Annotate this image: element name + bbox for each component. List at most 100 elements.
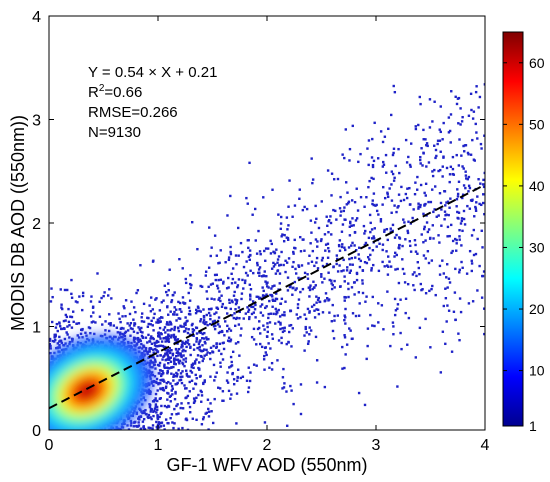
scatter-point bbox=[122, 327, 125, 330]
scatter-point bbox=[252, 363, 256, 366]
scatter-point bbox=[299, 235, 302, 239]
scatter-point bbox=[274, 322, 277, 325]
scatter-point bbox=[307, 340, 310, 343]
scatter-point bbox=[132, 339, 136, 342]
scatter-point bbox=[259, 311, 263, 314]
scatter-point bbox=[121, 315, 124, 318]
scatter-point bbox=[136, 289, 140, 292]
scatter-point bbox=[395, 210, 398, 214]
scatter-point bbox=[184, 357, 188, 360]
scatter-point bbox=[147, 350, 150, 353]
scatter-point bbox=[290, 389, 293, 392]
scatter-point bbox=[221, 341, 224, 345]
scatter-point bbox=[234, 298, 237, 301]
scatter-point bbox=[274, 272, 278, 275]
scatter-point bbox=[355, 271, 359, 275]
scatter-point bbox=[103, 291, 106, 294]
scatter-point bbox=[138, 338, 142, 341]
scatter-point bbox=[132, 330, 136, 333]
scatter-point bbox=[381, 248, 384, 252]
scatter-point bbox=[344, 322, 347, 325]
scatter-point bbox=[181, 362, 185, 366]
scatter-point bbox=[381, 140, 385, 144]
scatter-point bbox=[276, 269, 279, 273]
scatter-point bbox=[264, 280, 267, 283]
scatter-point bbox=[207, 266, 211, 269]
scatter-point bbox=[459, 107, 462, 110]
scatter-point bbox=[126, 329, 130, 332]
scatter-point bbox=[458, 297, 462, 300]
scatter-point bbox=[343, 318, 346, 322]
scatter-point bbox=[361, 269, 365, 272]
scatter-point bbox=[340, 245, 344, 249]
scatter-point bbox=[89, 315, 93, 318]
scatter-point bbox=[141, 336, 145, 339]
scatter-point bbox=[58, 325, 62, 328]
scatter-point bbox=[112, 324, 116, 327]
scatter-point bbox=[265, 335, 269, 338]
scatter-point bbox=[217, 316, 221, 319]
scatter-point bbox=[54, 334, 57, 338]
scatter-point bbox=[143, 350, 146, 353]
scatter-point bbox=[454, 237, 457, 241]
scatter-point bbox=[342, 209, 346, 213]
scatter-point bbox=[169, 310, 172, 313]
scatter-point bbox=[163, 326, 167, 329]
scatter-point bbox=[191, 362, 195, 365]
scatter-point bbox=[154, 397, 157, 400]
scatter-point bbox=[173, 313, 176, 316]
scatter-point bbox=[184, 340, 188, 344]
scatter-point bbox=[371, 237, 374, 240]
scatter-point bbox=[78, 295, 81, 298]
scatter-point bbox=[323, 385, 327, 389]
scatter-point bbox=[191, 328, 194, 331]
scatter-point bbox=[462, 209, 466, 213]
scatter-point bbox=[306, 342, 310, 346]
scatter-point bbox=[261, 286, 264, 289]
scatter-point bbox=[456, 195, 460, 198]
scatter-point bbox=[226, 312, 229, 315]
annotation-line: RMSE=0.266 bbox=[88, 104, 178, 121]
scatter-point bbox=[192, 401, 196, 405]
scatter-point bbox=[368, 179, 371, 183]
scatter-point bbox=[186, 319, 189, 323]
scatter-point bbox=[255, 252, 259, 255]
scatter-point bbox=[212, 344, 215, 348]
scatter-point bbox=[455, 197, 459, 201]
scatter-point bbox=[340, 230, 344, 233]
scatter-point bbox=[265, 293, 268, 296]
scatter-point bbox=[208, 352, 212, 355]
scatter-point bbox=[236, 285, 239, 289]
scatter-point bbox=[450, 90, 453, 93]
scatter-point bbox=[268, 299, 271, 303]
scatter-point bbox=[142, 345, 145, 348]
scatter-point bbox=[285, 390, 288, 393]
scatter-point bbox=[256, 263, 259, 267]
scatter-point bbox=[467, 184, 471, 187]
scatter-point bbox=[467, 302, 471, 305]
scatter-point bbox=[247, 246, 250, 250]
scatter-point bbox=[450, 223, 453, 227]
scatter-point bbox=[54, 338, 57, 342]
scatter-point bbox=[163, 363, 166, 366]
scatter-point bbox=[445, 166, 449, 170]
scatter-point bbox=[158, 344, 161, 347]
scatter-point bbox=[317, 312, 321, 316]
scatter-point bbox=[198, 309, 201, 313]
scatter-point bbox=[342, 269, 345, 272]
scatter-point bbox=[167, 404, 170, 408]
scatter-point bbox=[166, 293, 169, 297]
scatter-point bbox=[53, 333, 56, 337]
scatter-point bbox=[294, 267, 297, 271]
scatter-point bbox=[248, 254, 252, 257]
scatter-point bbox=[426, 250, 430, 253]
scatter-point bbox=[209, 314, 212, 317]
scatter-point bbox=[479, 142, 483, 146]
scatter-point bbox=[472, 110, 476, 113]
scatter-point bbox=[344, 316, 347, 319]
scatter-point bbox=[212, 325, 216, 328]
scatter-point bbox=[444, 296, 448, 300]
scatter-point bbox=[184, 349, 187, 353]
scatter-point bbox=[181, 375, 184, 378]
scatter-point bbox=[189, 353, 192, 357]
